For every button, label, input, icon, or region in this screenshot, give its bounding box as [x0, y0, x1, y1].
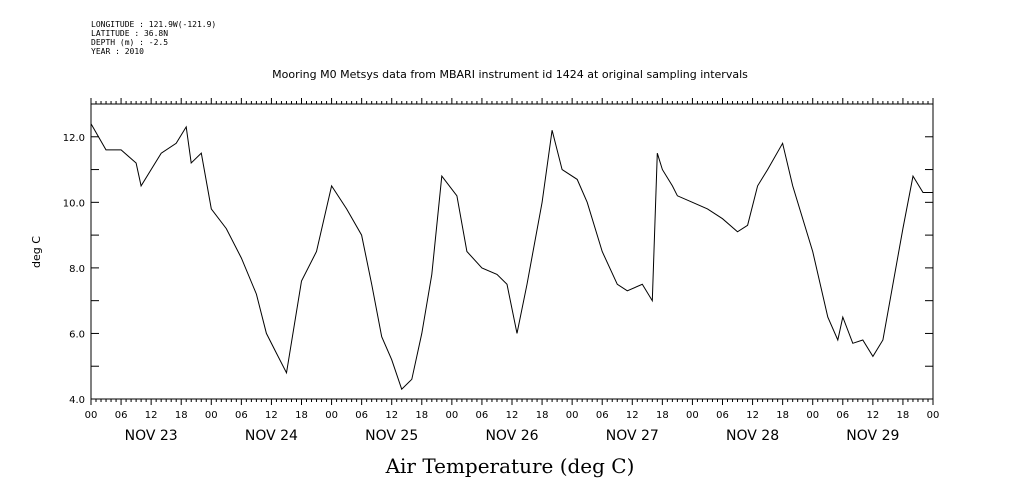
- x-hour-label: 12: [385, 410, 398, 421]
- x-day-label: NOV 24: [245, 428, 298, 444]
- x-hour-label: 06: [476, 410, 489, 421]
- y-tick-label: 8.0: [69, 264, 85, 275]
- x-hour-label: 18: [175, 410, 188, 421]
- x-hour-label: 12: [746, 410, 759, 421]
- year-label: YEAR : 2010: [91, 47, 144, 56]
- x-hour-label: 18: [776, 410, 789, 421]
- station-metadata: LONGITUDE : 121.9W(-121.9) LATITUDE : 36…: [91, 20, 216, 56]
- x-hour-label: 00: [205, 410, 218, 421]
- x-hour-label: 12: [626, 410, 639, 421]
- x-day-label: NOV 23: [125, 428, 178, 444]
- y-tick-label: 12.0: [63, 133, 85, 144]
- x-axis-label: Air Temperature (deg C): [385, 454, 635, 478]
- depth-label: DEPTH (m) : -2.5: [91, 38, 169, 47]
- x-day-label: NOV 28: [726, 428, 779, 444]
- series-line-air-temperature: [90, 123, 933, 391]
- x-hour-label: 00: [445, 410, 458, 421]
- x-day-label: NOV 29: [846, 428, 899, 444]
- x-hour-label: 12: [866, 410, 879, 421]
- x-day-label: NOV 25: [365, 428, 418, 444]
- x-hour-label: 00: [325, 410, 338, 421]
- longitude-label: LONGITUDE : 121.9W(-121.9): [91, 20, 217, 29]
- x-hour-label: 12: [265, 410, 278, 421]
- y-tick-label: 6.0: [69, 329, 85, 340]
- x-hour-label: 00: [566, 410, 579, 421]
- y-axis-label: deg C: [30, 236, 43, 268]
- latitude-label: LATITUDE : 36.8N: [91, 29, 169, 38]
- x-hour-label: 12: [145, 410, 158, 421]
- x-hour-label: 00: [806, 410, 819, 421]
- x-hour-label: 18: [415, 410, 428, 421]
- x-hour-label: 06: [355, 410, 368, 421]
- x-hour-label: 12: [506, 410, 519, 421]
- x-hour-label: 00: [927, 410, 940, 421]
- plot-frame: [90, 103, 934, 400]
- y-tick-label: 10.0: [63, 198, 85, 209]
- x-hour-label: 06: [836, 410, 849, 421]
- x-hour-label: 00: [686, 410, 699, 421]
- x-day-label: NOV 26: [485, 428, 538, 444]
- x-hour-label: 00: [85, 410, 98, 421]
- x-hour-label: 18: [295, 410, 308, 421]
- x-hour-label: 06: [716, 410, 729, 421]
- x-axis: 00 06 12 18 00 06 12 18 00 06 12 18 00 06 12 18 00 06 12 18…: [85, 98, 940, 444]
- x-day-label: NOV 27: [606, 428, 659, 444]
- x-hour-label: 06: [235, 410, 248, 421]
- chart-title: Mooring M0 Metsys data from MBARI instru…: [272, 68, 748, 81]
- x-hour-label: 18: [897, 410, 910, 421]
- x-hour-label: 06: [596, 410, 609, 421]
- y-axis: 4.0 6.0 8.0 10.0 12.0: [63, 103, 933, 406]
- x-hour-label: 06: [115, 410, 128, 421]
- x-hour-label: 18: [656, 410, 669, 421]
- y-tick-label: 4.0: [69, 395, 85, 406]
- x-hour-label: 18: [536, 410, 549, 421]
